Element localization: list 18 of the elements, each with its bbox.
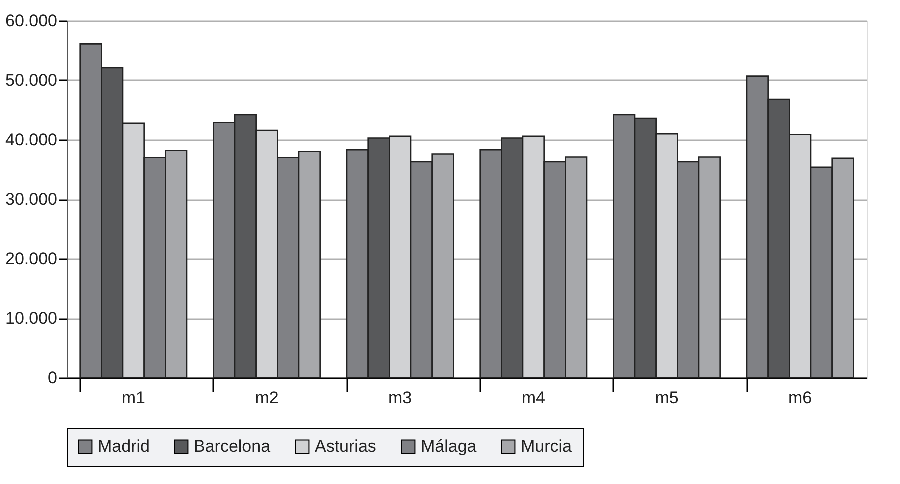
y-tick-label: 50.000 [6,71,58,90]
x-tick-label: m2 [255,388,279,408]
legend-label: Asturias [315,436,376,456]
legend-label: Madrid [98,436,150,456]
y-tick-label: 0 [48,368,58,388]
x-tick-label: m4 [522,388,546,408]
y-tick-label: 30.000 [6,190,58,209]
y-tick-label: 10.000 [6,309,58,328]
legend-label: Barcelona [194,436,272,456]
y-tick-label: 20.000 [6,250,58,268]
x-tick-label: m6 [788,388,812,408]
y-tick-label: 40.000 [6,130,58,150]
legend-label: Murcia [521,436,573,456]
legend-label: Málaga [421,436,478,456]
x-tick-label: m3 [388,388,412,408]
y-tick-label: 60.000 [6,12,58,30]
x-tick-label: m1 [122,388,146,408]
x-tick-label: m5 [655,388,679,408]
